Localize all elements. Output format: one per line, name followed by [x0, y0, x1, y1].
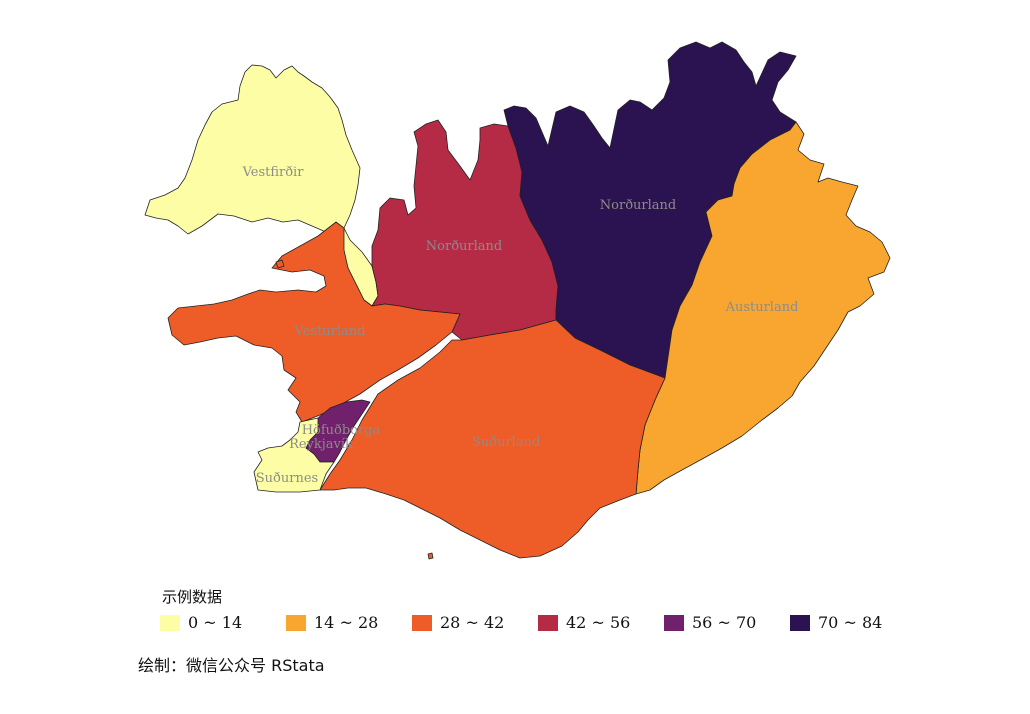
label-nordurland-eystra: Norðurland [600, 198, 676, 213]
legend-items: 0 ~ 14 14 ~ 28 28 ~ 42 42 ~ 56 56 ~ 70 7… [160, 613, 916, 632]
legend-item: 56 ~ 70 [664, 613, 790, 632]
legend-label: 28 ~ 42 [440, 613, 505, 632]
region-vesturland [167, 221, 461, 423]
credit-caption: 绘制：微信公众号 RStata [138, 656, 325, 675]
legend-label: 14 ~ 28 [314, 613, 379, 632]
legend-item: 70 ~ 84 [790, 613, 916, 632]
label-hofudborgarsvaedi: Höfuðborga [302, 423, 381, 438]
region-austurland [635, 121, 891, 495]
label-sudurnes: Suðurnes [256, 471, 318, 486]
label-vestfirdir: Vestfirðir [242, 165, 305, 180]
island-small [275, 259, 285, 269]
legend-item: 14 ~ 28 [286, 613, 412, 632]
island-small [427, 552, 434, 560]
legend-item: 28 ~ 42 [412, 613, 538, 632]
region-sudurnes [253, 417, 335, 493]
legend-swatch [412, 614, 432, 631]
legend: 示例数据 0 ~ 14 14 ~ 28 28 ~ 42 42 ~ 56 56 ~… [160, 586, 916, 632]
region-vestfirdir [144, 64, 379, 307]
legend-item: 42 ~ 56 [538, 613, 664, 632]
legend-swatch [538, 614, 558, 631]
label-nordurland-vestra: Norðurland [426, 239, 502, 254]
label-austurland: Austurland [725, 300, 799, 315]
legend-item: 0 ~ 14 [160, 613, 286, 632]
region-sudurland [319, 319, 666, 559]
legend-swatch [664, 614, 684, 631]
legend-title: 示例数据 [162, 588, 223, 606]
legend-label: 42 ~ 56 [566, 613, 631, 632]
label-sudurland: Suðurland [472, 435, 540, 450]
legend-label: 0 ~ 14 [188, 613, 243, 632]
legend-swatch [160, 614, 180, 631]
legend-swatch [790, 614, 810, 631]
legend-label: 70 ~ 84 [818, 613, 883, 632]
legend-label: 56 ~ 70 [692, 613, 757, 632]
legend-swatch [286, 614, 306, 631]
label-vesturland: Vesturland [294, 324, 366, 339]
label-reykjavik: Reykjavík [289, 437, 353, 452]
